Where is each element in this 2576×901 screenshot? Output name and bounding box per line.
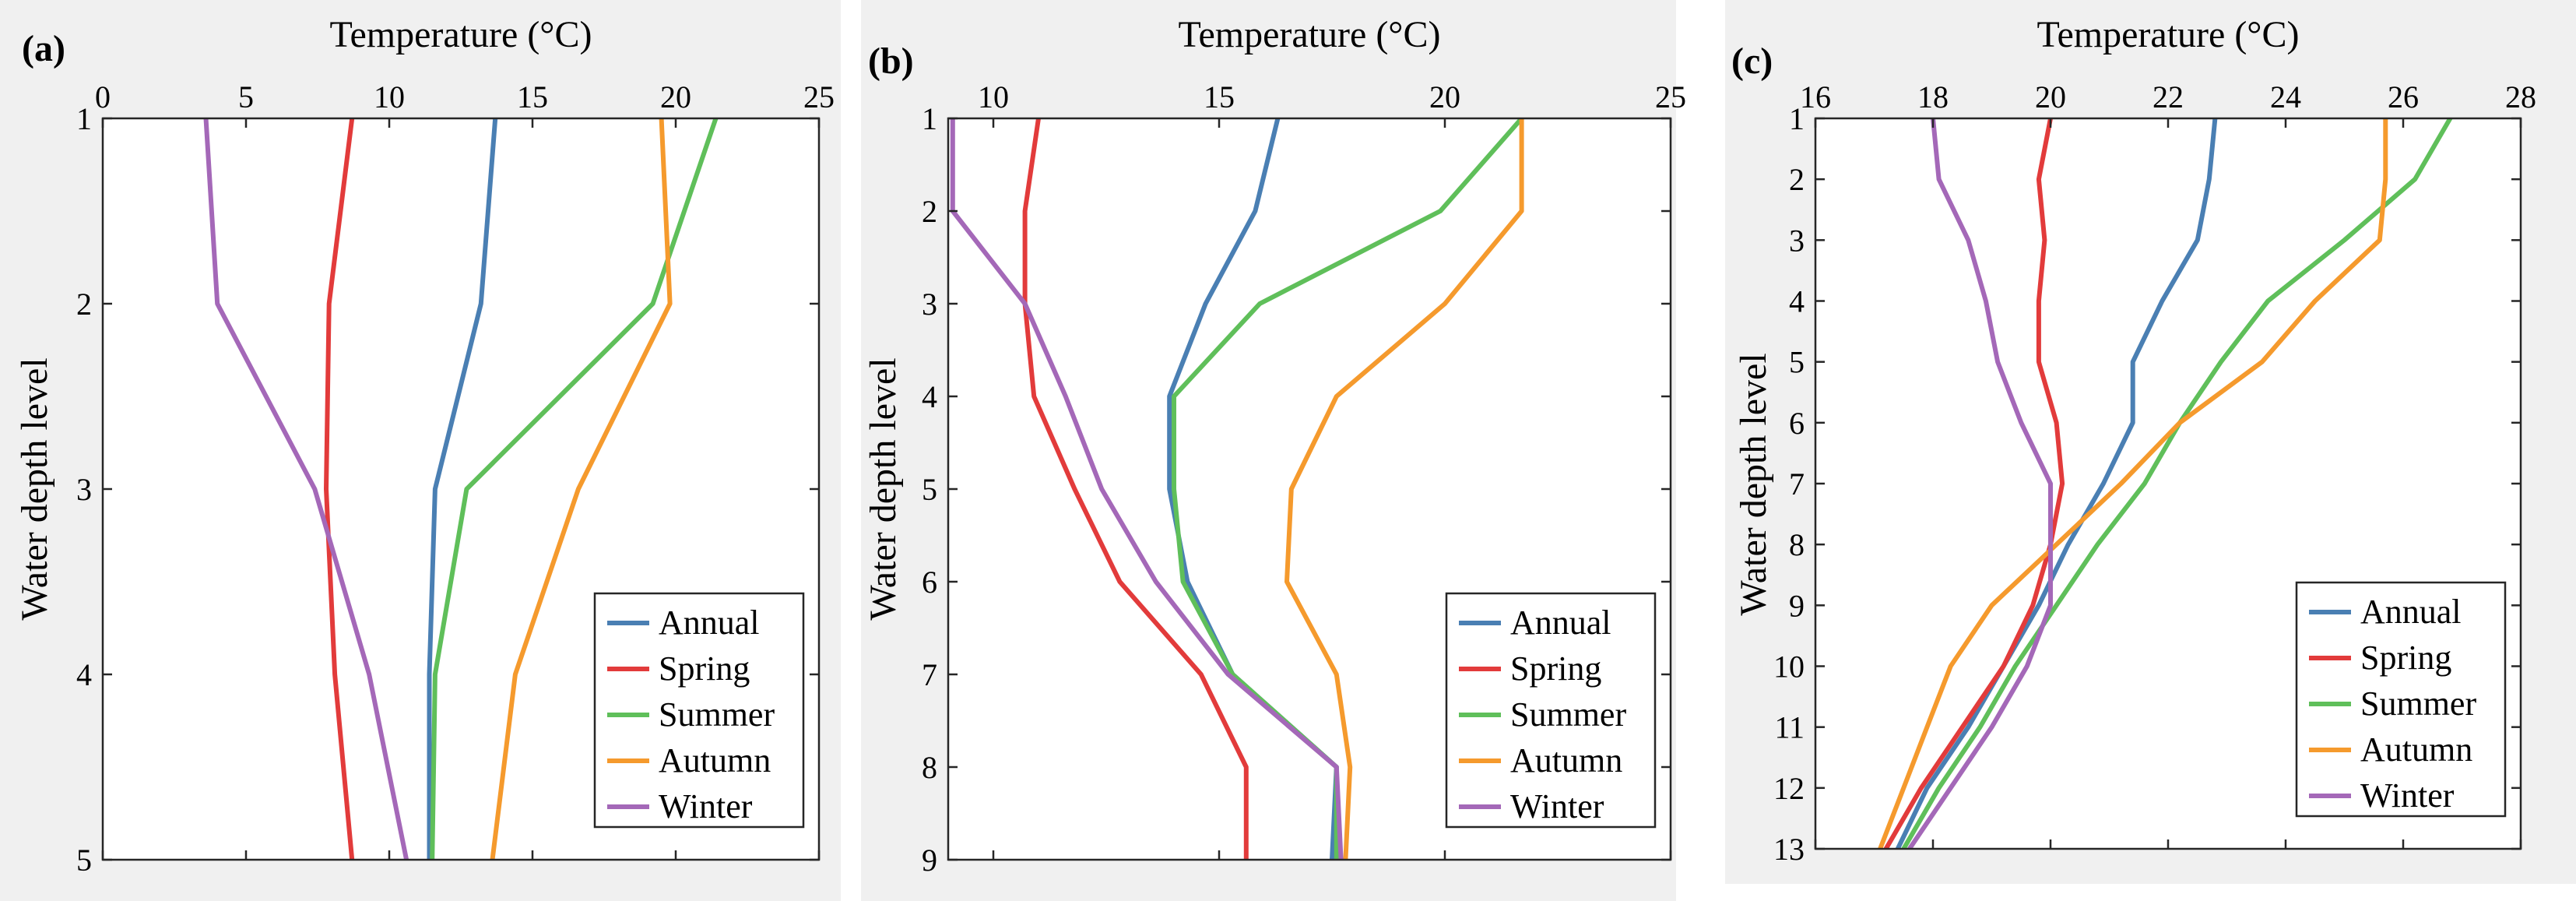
x-tick-label: 0: [95, 79, 111, 114]
legend: Annual Spring Summer Autumn Winter: [593, 592, 805, 829]
series-line-spring: [1883, 118, 2065, 849]
x-tick-label: 10: [374, 79, 405, 114]
y-tick-label: 9: [1789, 588, 1805, 623]
series-line-winter: [203, 118, 409, 860]
legend-label-summer: Summer: [659, 695, 775, 734]
x-tick-label: 20: [1429, 79, 1460, 114]
x-tick-label: 15: [1204, 79, 1235, 114]
x-tick-label: 25: [1655, 79, 1686, 114]
x-tick-label: 16: [1800, 79, 1831, 114]
x-tick-label: 24: [2270, 79, 2301, 114]
x-axis-title: Temperature (°C): [2037, 14, 2299, 55]
y-tick-label: 11: [1774, 710, 1805, 745]
legend-label-autumn: Autumn: [2360, 730, 2472, 769]
y-tick-label: 2: [922, 194, 937, 229]
legend-label-winter: Winter: [2360, 776, 2455, 815]
series-line-annual: [1895, 118, 2218, 849]
y-tick-label: 12: [1773, 771, 1805, 806]
legend: Annual Spring Summer Autumn Winter: [1445, 592, 1657, 829]
series-line-summer: [430, 118, 719, 860]
y-tick-label: 4: [76, 657, 92, 692]
y-tick-label: 2: [76, 287, 92, 322]
legend-label-autumn: Autumn: [1510, 741, 1622, 780]
y-tick-label: 4: [1789, 284, 1805, 319]
x-tick-label: 20: [2035, 79, 2066, 114]
panel-c: 16 18 20 22 24 26 2812345678910111213Temperatu…: [1725, 0, 2576, 884]
series-line-spring: [324, 118, 355, 860]
x-tick-label: 10: [978, 79, 1009, 114]
y-tick-label: 8: [922, 750, 937, 785]
y-tick-label: 3: [922, 287, 937, 322]
y-axis-title: Water depth level: [1733, 353, 1774, 615]
x-axis-title: Temperature (°C): [1178, 14, 1440, 55]
series-lines: [203, 118, 719, 860]
x-tick-label: 26: [2388, 79, 2419, 114]
legend-label-annual: Annual: [2360, 593, 2462, 631]
series-line-winter: [950, 118, 1344, 860]
y-tick-label: 4: [922, 379, 937, 414]
y-tick-label: 7: [922, 657, 937, 692]
x-tick-label: 5: [238, 79, 254, 114]
y-tick-label: 8: [1789, 527, 1805, 562]
series-line-autumn: [1878, 118, 2388, 849]
panel-label: (a): [22, 28, 65, 69]
y-tick-label: 13: [1773, 832, 1805, 867]
panel-b: 10 15 20 25 1 2 3 4 5 6 7 8 9 Temperature (°C) Water d…: [861, 0, 1686, 901]
x-tick-label: 20: [660, 79, 691, 114]
y-tick-label: 6: [922, 565, 937, 600]
series-lines: [1878, 118, 2453, 849]
panel-label: (c): [1731, 40, 1773, 82]
x-axis-title: Temperature (°C): [329, 14, 592, 55]
y-axis-title: Water depth level: [14, 357, 55, 620]
y-tick-label: 3: [76, 472, 92, 507]
legend-box: [1445, 592, 1657, 829]
y-tick-label: 5: [1789, 345, 1805, 380]
y-axis-title: Water depth level: [863, 357, 904, 620]
y-tick-label: 10: [1773, 649, 1805, 685]
legend-label-summer: Summer: [2360, 685, 2476, 723]
y-tick-label: 5: [76, 843, 92, 878]
series-lines: [950, 118, 1524, 860]
series-line-autumn: [490, 118, 673, 860]
x-tick-label: 25: [803, 79, 835, 114]
panel-label: (b): [868, 40, 914, 82]
legend-label-summer: Summer: [1510, 695, 1626, 734]
series-line-winter: [1907, 118, 2053, 849]
y-tick-label: 7: [1789, 466, 1805, 502]
y-tick-label: 9: [922, 843, 937, 878]
legend: Annual Spring Summer Autumn Winter: [2295, 581, 2507, 818]
y-tick-label: 3: [1789, 223, 1805, 258]
legend-label-spring: Spring: [1510, 649, 1601, 688]
x-tick-label: 18: [1917, 79, 1949, 114]
legend-label-spring: Spring: [659, 649, 750, 688]
x-tick-label: 22: [2153, 79, 2184, 114]
legend-label-winter: Winter: [659, 787, 753, 825]
y-tick-label: 1: [922, 101, 937, 136]
y-tick-label: 1: [76, 101, 92, 136]
x-tick-label: 15: [517, 79, 548, 114]
series-line-annual: [427, 118, 498, 860]
legend-label-winter: Winter: [1510, 787, 1604, 825]
legend-label-annual: Annual: [1510, 604, 1611, 642]
y-tick-label: 5: [922, 472, 937, 507]
panel-a: 0 5 10 15 20 25 1 2 3 4 5 Temperature (°C) Water dep…: [0, 0, 841, 901]
legend-label-annual: Annual: [659, 604, 760, 642]
legend-label-spring: Spring: [2360, 639, 2451, 677]
series-line-summer: [1901, 118, 2453, 849]
y-tick-label: 1: [1789, 101, 1805, 136]
legend-box: [593, 592, 805, 829]
legend-label-autumn: Autumn: [659, 741, 771, 780]
y-tick-label: 6: [1789, 406, 1805, 441]
legend-box: [2295, 581, 2507, 818]
series-line-autumn: [1284, 118, 1524, 860]
x-tick-label: 28: [2505, 79, 2536, 114]
y-tick-label: 2: [1789, 162, 1805, 197]
series-line-spring: [1022, 118, 1249, 860]
